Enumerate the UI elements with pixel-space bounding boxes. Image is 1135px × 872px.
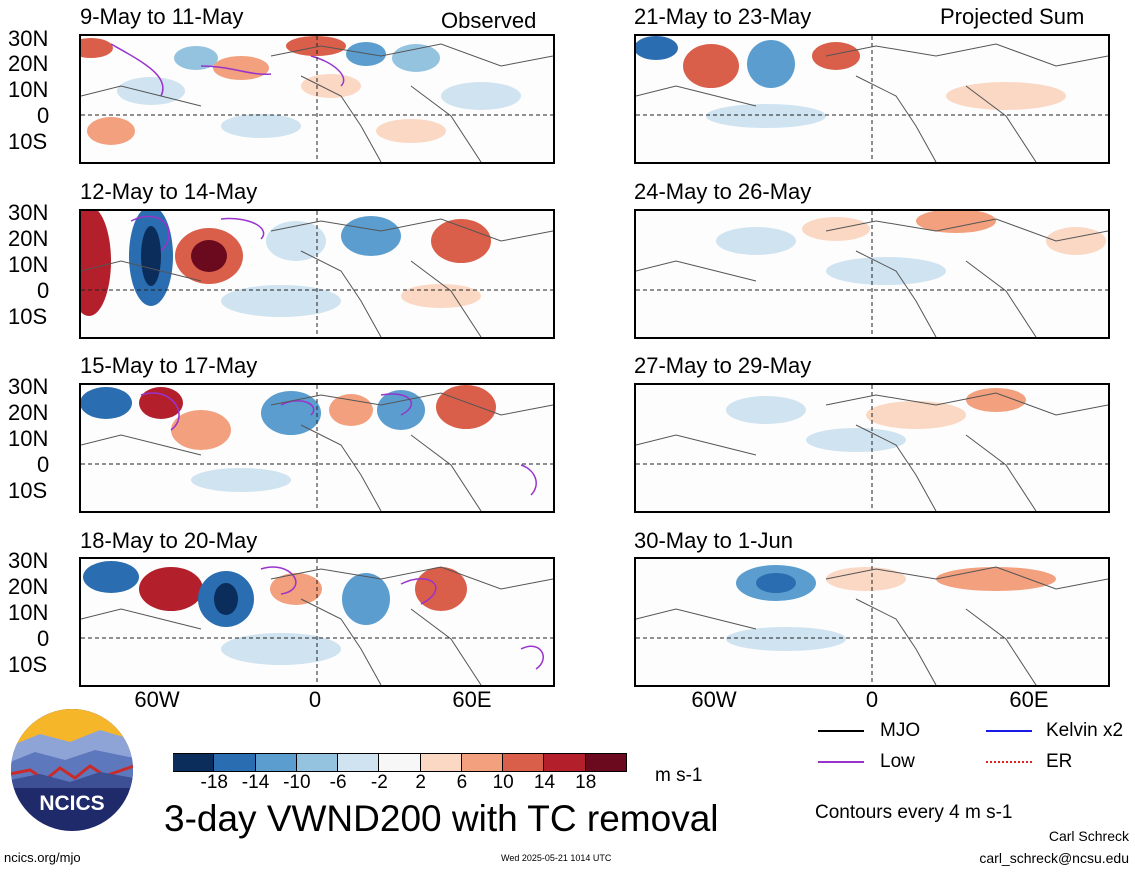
colorbar-swatch	[544, 754, 586, 771]
colorbar-swatch	[173, 754, 215, 771]
lat-label: 0	[37, 626, 50, 651]
colorbar-label: -2	[370, 772, 388, 793]
lat-label: 10N	[8, 252, 49, 277]
panel-title: 15-May to 17-May	[80, 353, 258, 378]
legend-mjo-label: MJO	[880, 720, 921, 741]
map-panel-obs-1	[79, 34, 555, 164]
lat-label: 10S	[8, 652, 48, 677]
lat-label: 30N	[8, 374, 49, 399]
colorbar-label: 18	[575, 772, 597, 793]
map-graphic	[81, 559, 553, 685]
colorbar-label: 10	[492, 772, 514, 793]
lat-label: 10N	[8, 77, 49, 102]
lat-label: 10N	[8, 426, 49, 451]
contour-note: Contours every 4 m s-1	[815, 802, 1013, 823]
panel-title: 12-May to 14-May	[80, 179, 258, 204]
map-panel-obs-2	[79, 209, 555, 339]
lon-label: 60E	[452, 687, 492, 712]
panel-title: 24-May to 26-May	[634, 179, 812, 204]
colorbar-swatch	[585, 754, 627, 771]
colorbar-swatch	[296, 754, 339, 771]
lat-label: 20N	[8, 51, 49, 76]
lon-label: 0	[865, 687, 879, 712]
panel-title: 21-May to 23-May	[634, 4, 812, 29]
colorbar-swatch	[461, 754, 504, 771]
map-graphic	[81, 385, 553, 511]
panel-title: 9-May to 11-May	[80, 4, 244, 29]
colorbar-label: 14	[533, 772, 556, 793]
lat-label: 0	[37, 278, 50, 303]
legend-er-line	[986, 761, 1032, 763]
footer-author: Carl Schreck	[1048, 828, 1129, 844]
footer-email[interactable]: carl_schreck@ncsu.edu	[979, 850, 1129, 866]
colorbar-label: -6	[329, 772, 347, 793]
map-graphic	[636, 36, 1108, 162]
lat-label: 30N	[8, 26, 49, 51]
lat-label: 0	[37, 103, 50, 128]
colorbar-label: -10	[283, 772, 311, 793]
map-panel-proj-1	[634, 34, 1110, 164]
map-graphic	[636, 385, 1108, 511]
lon-label: 60W	[691, 687, 737, 712]
footer-timestamp: Wed 2025-05-21 1014 UTC	[501, 853, 612, 863]
colorbar-label: -14	[241, 772, 270, 793]
colorbar-label: 6	[456, 772, 468, 793]
lat-label: 10S	[8, 304, 48, 329]
legend-low-label: Low	[880, 751, 915, 772]
map-panel-proj-3	[634, 383, 1110, 513]
lat-label: 30N	[8, 548, 49, 573]
lat-label: 0	[37, 452, 50, 477]
colorbar-label: 2	[415, 772, 426, 793]
lat-label: 10S	[8, 478, 48, 503]
colorbar-label: -18	[200, 772, 228, 793]
lat-label: 20N	[8, 574, 49, 599]
main-title: 3-day VWND200 with TC removal	[164, 798, 719, 839]
panel-title: 27-May to 29-May	[634, 353, 812, 378]
colorbar-swatch	[338, 754, 380, 771]
ncics-logo: NCICS	[10, 708, 134, 832]
map-panel-obs-3	[79, 383, 555, 513]
colorbar-swatch	[214, 754, 256, 771]
map-graphic	[636, 211, 1108, 337]
map-graphic	[636, 559, 1108, 685]
lat-label: 20N	[8, 400, 49, 425]
map-graphic	[81, 36, 553, 162]
colorbar-swatch	[255, 754, 297, 771]
map-graphic	[81, 211, 553, 337]
legend-er-label: ER	[1046, 751, 1073, 772]
lat-label: 20N	[8, 226, 49, 251]
colorbar-swatch	[379, 754, 421, 771]
lat-label: 10N	[8, 600, 49, 625]
colorbar-swatch	[503, 754, 545, 771]
lat-label: 10S	[8, 129, 48, 154]
map-panel-obs-4	[79, 557, 555, 687]
panel-title: 18-May to 20-May	[80, 528, 258, 553]
lon-label: 0	[308, 687, 322, 712]
footer-url[interactable]: ncics.org/mjo	[4, 850, 81, 865]
lon-label: 60E	[1009, 687, 1049, 712]
colorbar-swatch	[420, 754, 462, 771]
lat-label: 30N	[8, 200, 49, 225]
map-panel-proj-2	[634, 209, 1110, 339]
panel-title: 30-May to 1-Jun	[634, 528, 793, 553]
logo-text: NCICS	[39, 792, 105, 815]
legend-kelvin-line	[986, 730, 1032, 732]
legend-mjo-line	[818, 730, 864, 732]
observed-header: Observed	[441, 8, 537, 33]
lon-label: 60W	[134, 687, 180, 712]
projected-header: Projected Sum	[940, 4, 1085, 29]
logo-icon	[11, 709, 133, 831]
legend-kelvin-label: Kelvin x2	[1046, 720, 1124, 741]
legend-low-line	[818, 761, 864, 763]
colorbar-units: m s-1	[655, 765, 703, 786]
map-panel-proj-4	[634, 557, 1110, 687]
